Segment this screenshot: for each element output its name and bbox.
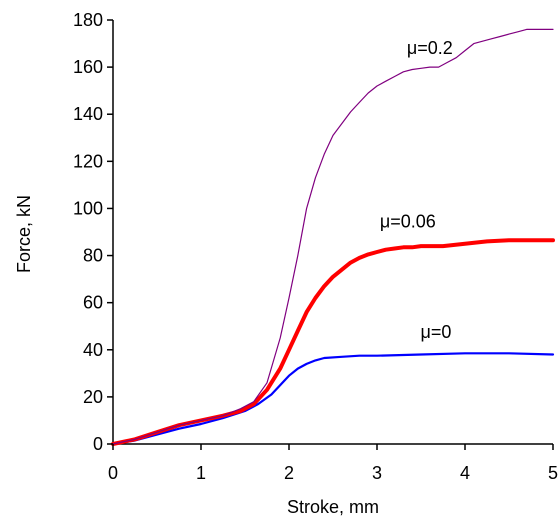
series-line-0 [111, 352, 555, 446]
y-tick-label: 60 [83, 293, 103, 313]
x-tick-label: 5 [548, 463, 558, 483]
plot-area [111, 20, 555, 446]
y-tick-label: 20 [83, 387, 103, 407]
y-tick-label: 80 [83, 246, 103, 266]
series-annotation: μ=0.06 [380, 211, 436, 231]
y-tick-label: 0 [93, 434, 103, 454]
series-line-0-2 [112, 28, 554, 445]
x-tick-label: 2 [284, 463, 294, 483]
series-annotation: μ=0 [421, 322, 452, 342]
x-axis-title: Stroke, mm [287, 497, 379, 517]
x-tick-label: 0 [108, 463, 118, 483]
y-tick-label: 180 [73, 10, 103, 30]
y-tick-label: 100 [73, 198, 103, 218]
series-annotation: μ=0.2 [407, 38, 453, 58]
y-tick-label: 120 [73, 151, 103, 171]
y-axis-ticks: 0 20 40 60 80 100 120 140 160 180 [73, 10, 113, 454]
x-tick-label: 3 [372, 463, 382, 483]
series-annotations: μ=0.2 μ=0.06 μ=0 [380, 38, 453, 342]
y-tick-label: 160 [73, 57, 103, 77]
x-axis-ticks: 0 1 2 3 4 5 [108, 444, 558, 483]
y-tick-label: 140 [73, 104, 103, 124]
x-tick-label: 4 [460, 463, 470, 483]
series-line-0-06 [111, 238, 555, 446]
y-tick-label: 40 [83, 340, 103, 360]
y-axis-title: Force, kN [14, 195, 34, 273]
x-tick-label: 1 [196, 463, 206, 483]
